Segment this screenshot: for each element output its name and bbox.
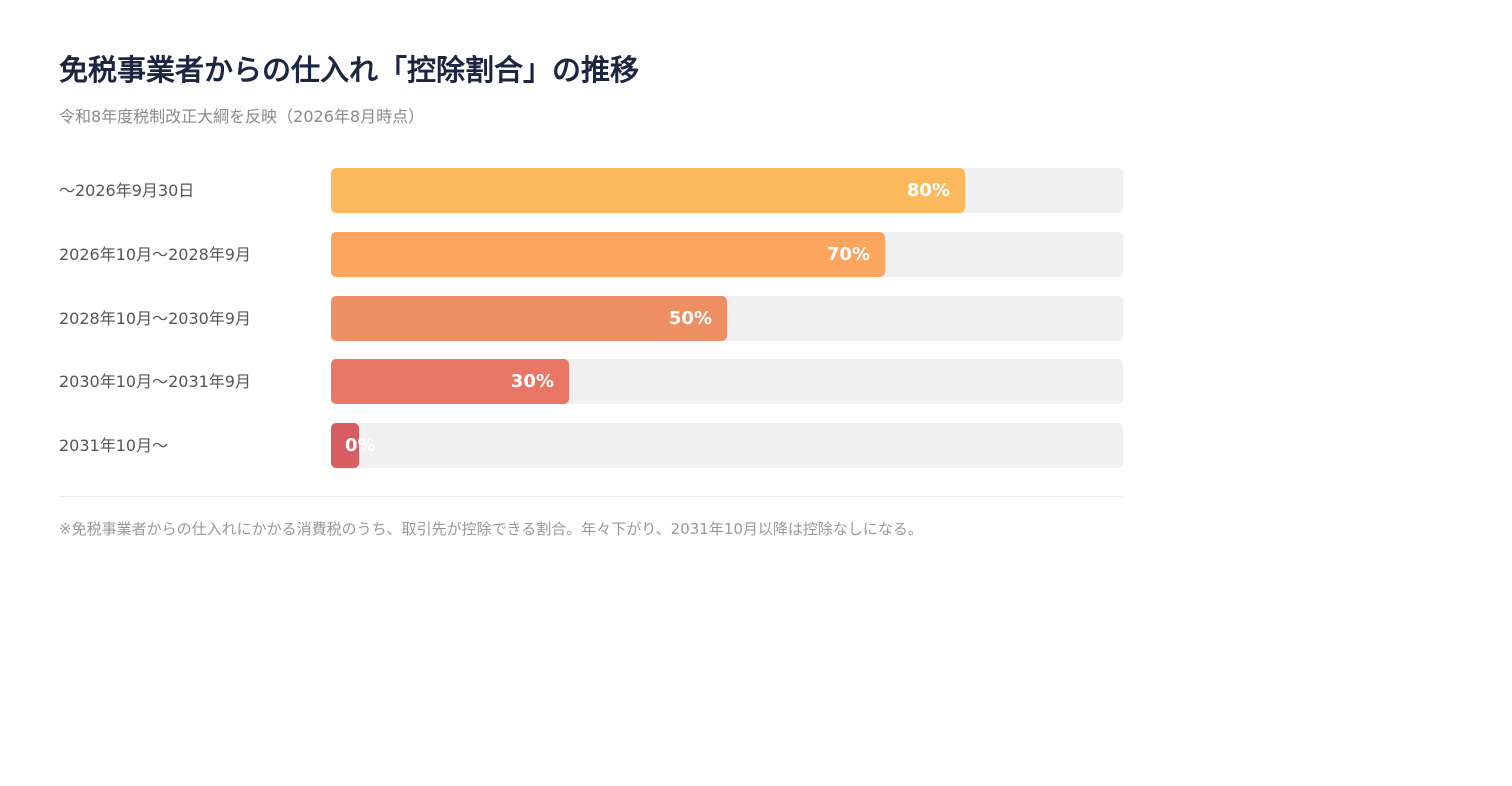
- divider: [59, 496, 1123, 497]
- bar: [331, 168, 965, 213]
- category-label: 2031年10月〜: [59, 436, 169, 455]
- bar-row: 〜2026年9月30日 80%: [59, 168, 1123, 213]
- category-label: 2030年10月〜2031年9月: [59, 372, 251, 392]
- data-label: 70%: [826, 243, 870, 265]
- bar: [331, 359, 569, 405]
- category-label: 〜2026年9月30日: [59, 181, 195, 200]
- category-label: 2026年10月〜2028年9月: [59, 244, 251, 264]
- bar: [331, 231, 885, 277]
- bar-row: 2028年10月〜2030年9月 50%: [59, 295, 1123, 341]
- data-label: 80%: [906, 180, 950, 201]
- data-label: 50%: [668, 307, 712, 329]
- footnote: ※免税事業者からの仕入れにかかる消費税のうち、取引先が控除できる割合。年々下がり…: [59, 520, 923, 538]
- bar-track: 70%: [331, 231, 1123, 277]
- chart-subtitle: 令和8年度税制改正大綱を反映（2026年8月時点）: [59, 107, 425, 126]
- bar-track: 80%: [331, 168, 1123, 213]
- bar: [331, 423, 359, 468]
- data-label: 30%: [510, 371, 554, 393]
- chart-title: 免税事業者からの仕入れ「控除割合」の推移: [59, 53, 640, 87]
- bar-row: 2030年10月〜2031年9月 30%: [59, 359, 1123, 405]
- bar-track: 50%: [331, 295, 1123, 341]
- bar: [331, 295, 727, 341]
- bar-track: 30%: [331, 359, 1123, 405]
- category-label: 2028年10月〜2030年9月: [59, 308, 251, 328]
- data-label: 0%: [345, 435, 376, 456]
- bar-row: 2031年10月〜 0%: [59, 423, 1123, 468]
- bar-track: 0%: [331, 423, 1123, 468]
- bar-row: 2026年10月〜2028年9月 70%: [59, 231, 1123, 277]
